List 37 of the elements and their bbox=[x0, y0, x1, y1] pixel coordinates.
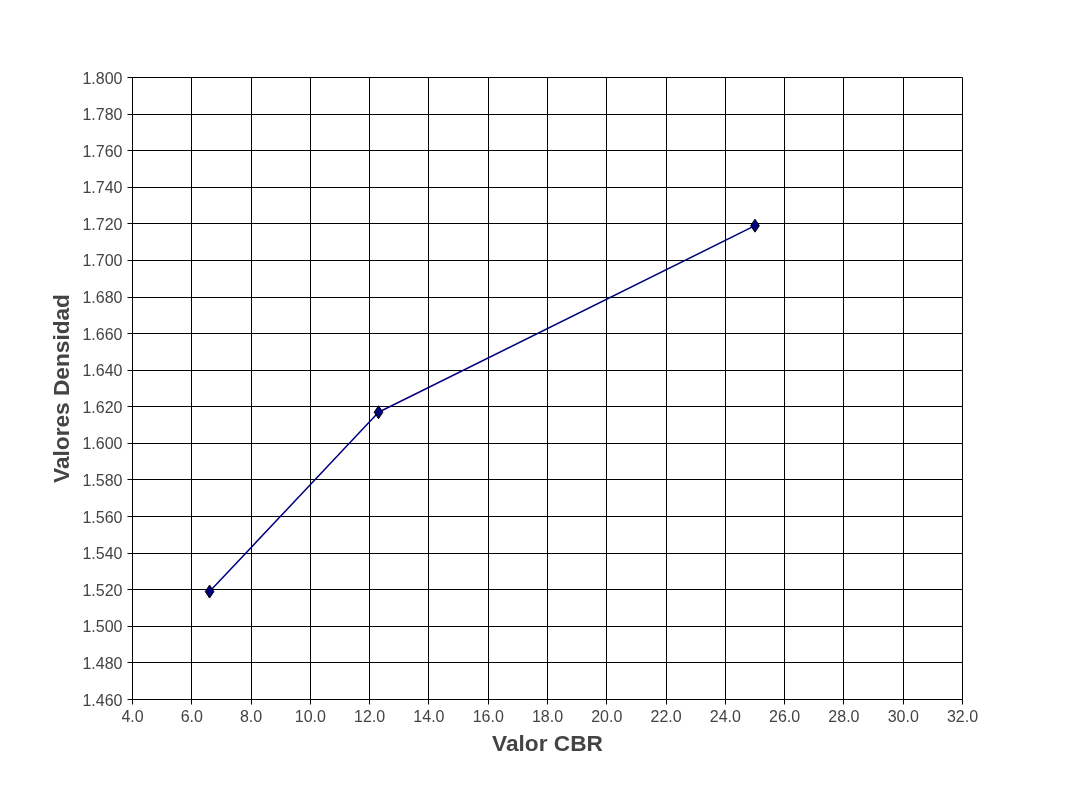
y-tick-label: 1.720 bbox=[82, 215, 123, 233]
x-tick-label: 16.0 bbox=[472, 707, 504, 725]
y-tick-label: 1.560 bbox=[82, 508, 123, 526]
x-tick-label: 6.0 bbox=[180, 707, 204, 725]
y-tick-label: 1.600 bbox=[82, 435, 123, 453]
y-axis-title: Valores Densidad bbox=[48, 294, 75, 483]
point bbox=[204, 584, 215, 599]
x-tick-label: 18.0 bbox=[531, 707, 564, 725]
y-tick-label: 1.500 bbox=[82, 618, 123, 636]
point bbox=[373, 405, 384, 420]
y-tick-label: 1.540 bbox=[82, 545, 123, 563]
y-tick-label: 1.640 bbox=[82, 362, 123, 380]
y-tick-label: 1.740 bbox=[82, 179, 123, 197]
y-tick-label: 1.780 bbox=[82, 106, 123, 124]
y-tick-label: 1.580 bbox=[82, 471, 123, 489]
x-tick-label: 20.0 bbox=[591, 707, 623, 725]
x-tick-label: 32.0 bbox=[946, 707, 979, 725]
y-tick-label: 1.460 bbox=[82, 691, 123, 709]
x-tick-label: 14.0 bbox=[413, 707, 445, 725]
y-tick-label: 1.660 bbox=[82, 325, 123, 343]
x-tick-label: 30.0 bbox=[887, 707, 919, 725]
y-tick-label: 1.680 bbox=[82, 289, 123, 307]
x-tick-label: 4.0 bbox=[121, 707, 144, 725]
x-tick-label: 26.0 bbox=[769, 707, 801, 725]
y-tick-label: 1.700 bbox=[82, 252, 123, 270]
x-tick-label: 12.0 bbox=[354, 707, 386, 725]
x-axis-title: Valor CBR bbox=[492, 729, 603, 756]
y-tick-label: 1.800 bbox=[82, 69, 123, 87]
x-tick-label: 10.0 bbox=[294, 707, 327, 725]
x-tick-label: 28.0 bbox=[828, 707, 860, 725]
y-tick-label: 1.480 bbox=[82, 654, 123, 672]
y-tick-label: 1.620 bbox=[82, 398, 123, 416]
y-tick-label: 1.760 bbox=[82, 142, 123, 160]
x-tick-label: 8.0 bbox=[239, 707, 263, 725]
x-tick-label: 24.0 bbox=[709, 707, 742, 725]
x-tick-label: 22.0 bbox=[650, 707, 682, 725]
y-tick-label: 1.520 bbox=[82, 581, 123, 599]
